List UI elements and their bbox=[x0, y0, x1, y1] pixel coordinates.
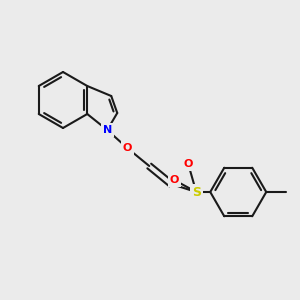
Text: O: O bbox=[169, 175, 179, 185]
Text: S: S bbox=[192, 185, 201, 199]
Text: O: O bbox=[123, 143, 132, 153]
Text: N: N bbox=[103, 125, 112, 135]
Text: O: O bbox=[184, 159, 193, 169]
